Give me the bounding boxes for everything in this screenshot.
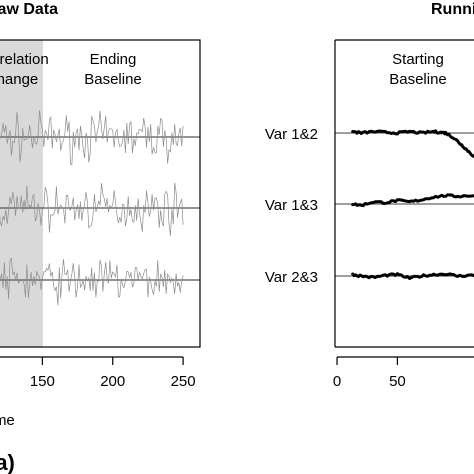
- row-label-3: Var 2&3: [265, 269, 318, 286]
- region-label-ending-line2: Baseline: [84, 71, 142, 88]
- panel-title-running: Running: [431, 1, 474, 18]
- x-tick-label-right-0: 0: [333, 373, 341, 390]
- region-label-correlation-line1: Correlation: [0, 51, 49, 68]
- row-label-1: Var 1&2: [265, 126, 318, 143]
- raw-series-3: [0, 257, 184, 306]
- raw-series-2: [0, 182, 184, 236]
- x-tick-label-left-150: 150: [30, 373, 55, 390]
- running-series-3: [351, 272, 474, 280]
- plot-frame-left: [0, 39, 201, 348]
- running-series-2: [351, 193, 474, 208]
- raw-series-1: [0, 110, 184, 166]
- region-label-ending-line1: Ending: [90, 51, 137, 68]
- region-label-starting-line2: Baseline: [389, 71, 447, 88]
- panel-running: Running Starting Baseline Var 1&2 Var 1&3…: [265, 1, 474, 390]
- x-tick-label-right-50: 50: [389, 373, 406, 390]
- correlation-change-shade: [0, 40, 43, 347]
- axis-title-time: Time: [0, 412, 15, 429]
- row-label-2: Var 1&3: [265, 197, 318, 214]
- region-label-correlation-line2: Change: [0, 71, 38, 88]
- region-label-starting-line1: Starting: [392, 51, 444, 68]
- panel-raw-data: Raw Data Correlation Change Ending Basel…: [0, 1, 201, 474]
- x-tick-label-left-250: 250: [171, 373, 196, 390]
- x-tick-label-left-200: 200: [100, 373, 125, 390]
- running-series-1: [351, 129, 474, 159]
- panel-title-raw-data: Raw Data: [0, 1, 58, 18]
- figure-label: (a): [0, 450, 15, 474]
